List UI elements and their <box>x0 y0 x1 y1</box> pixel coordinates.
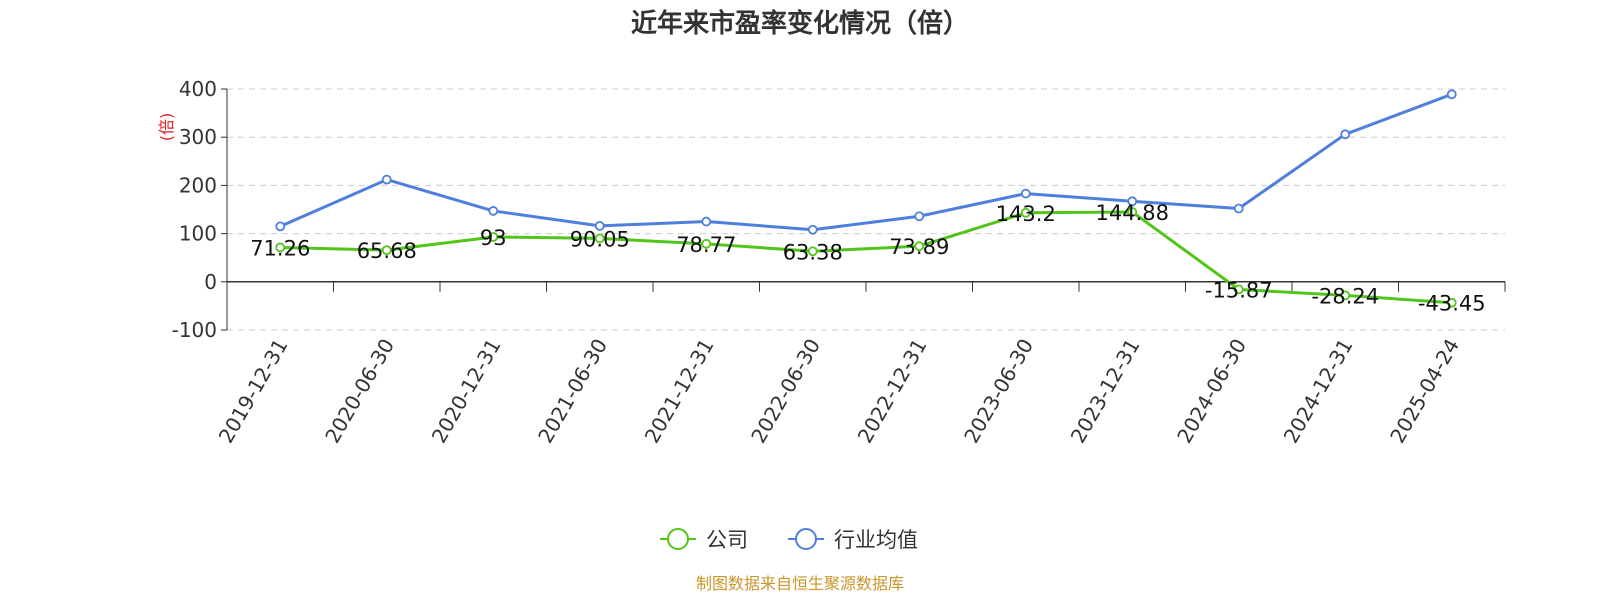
x-tick-label: 2019-12-31 <box>214 335 293 448</box>
data-point-0[interactable] <box>807 246 818 257</box>
data-point-1[interactable] <box>1233 203 1244 214</box>
data-point-1[interactable] <box>1020 188 1031 199</box>
data-point-1[interactable] <box>488 206 499 216</box>
data-point-0[interactable] <box>275 242 286 253</box>
y-tick-label: 300 <box>179 125 217 149</box>
data-label: -43.45 <box>1418 292 1486 316</box>
data-point-0[interactable] <box>594 233 605 244</box>
legend-label: 行业均值 <box>834 528 918 552</box>
x-tick-label: 2022-06-30 <box>746 335 825 448</box>
data-label: 144.88 <box>1096 201 1169 225</box>
data-point-0[interactable] <box>381 245 392 256</box>
data-point-1[interactable] <box>1446 89 1457 100</box>
chart-title: 近年来市盈率变化情况（倍） <box>631 8 969 39</box>
data-point-1[interactable] <box>701 216 712 227</box>
series-line-1 <box>279 92 1453 232</box>
data-point-1[interactable] <box>381 174 392 185</box>
x-tick-label: 2020-06-30 <box>320 335 399 448</box>
data-labels: 71.26 65.68 93 90.05 78.77 63.38 73.89 143.2 144… <box>250 201 1485 316</box>
x-tick-label: 2023-12-31 <box>1066 335 1145 448</box>
y-tick-label: -100 <box>172 318 217 342</box>
x-tick-label: 2025-04-24 <box>1385 335 1464 448</box>
legend-marker <box>667 528 689 550</box>
x-tick-label: 2020-12-31 <box>427 335 506 448</box>
y-tick-label: 100 <box>179 222 217 246</box>
y-axis-unit-label: (倍) <box>157 113 176 142</box>
data-label: 65.68 <box>357 239 417 263</box>
x-tick-label: 2021-12-31 <box>640 335 719 448</box>
data-point-0[interactable] <box>1446 297 1457 308</box>
gridlines <box>227 88 1505 331</box>
data-point-0[interactable] <box>1233 284 1244 295</box>
x-tick-label: 2022-12-31 <box>853 335 932 448</box>
x-tick-label: 2024-06-30 <box>1172 335 1251 448</box>
legend[interactable]: 公司 行业均值 <box>660 528 918 552</box>
legend-marker <box>795 528 817 550</box>
data-label: 78.77 <box>676 233 736 257</box>
data-label: -28.24 <box>1311 284 1379 308</box>
data-point-1[interactable] <box>807 224 818 235</box>
legend-item-1[interactable]: 行业均值 <box>788 528 918 552</box>
x-tick-label: 2024-12-31 <box>1279 335 1358 448</box>
legend-item-0[interactable]: 公司 <box>660 528 748 552</box>
data-point-0[interactable] <box>701 238 712 249</box>
series-layer <box>275 89 1457 308</box>
data-point-0[interactable] <box>1127 207 1138 217</box>
data-point-0[interactable] <box>1020 207 1031 218</box>
data-point-1[interactable] <box>275 221 286 232</box>
data-point-1[interactable] <box>1127 196 1138 207</box>
data-point-0[interactable] <box>914 241 925 252</box>
data-label: -15.87 <box>1205 278 1273 302</box>
data-point-0[interactable] <box>1340 290 1351 301</box>
x-tick-label: 2023-06-30 <box>959 335 1038 448</box>
data-point-1[interactable] <box>594 220 605 231</box>
data-label: 93 <box>480 226 507 250</box>
data-label: 90.05 <box>570 227 630 251</box>
data-label: 73.89 <box>889 235 949 259</box>
data-point-1[interactable] <box>914 211 925 222</box>
legend-label: 公司 <box>706 528 748 552</box>
data-label: 63.38 <box>783 240 843 264</box>
data-label: 143.2 <box>996 202 1056 226</box>
data-label: 71.26 <box>250 236 310 260</box>
data-point-1[interactable] <box>1340 129 1351 140</box>
y-tick-label: 200 <box>179 173 217 197</box>
data-source-note: 制图数据来自恒生聚源数据库 <box>696 574 904 593</box>
x-tick-label: 2021-06-30 <box>533 335 612 448</box>
series-line-0 <box>280 210 1452 305</box>
data-point-0[interactable] <box>488 232 499 242</box>
y-tick-label: 0 <box>204 270 217 294</box>
y-tick-label: 400 <box>179 77 217 101</box>
